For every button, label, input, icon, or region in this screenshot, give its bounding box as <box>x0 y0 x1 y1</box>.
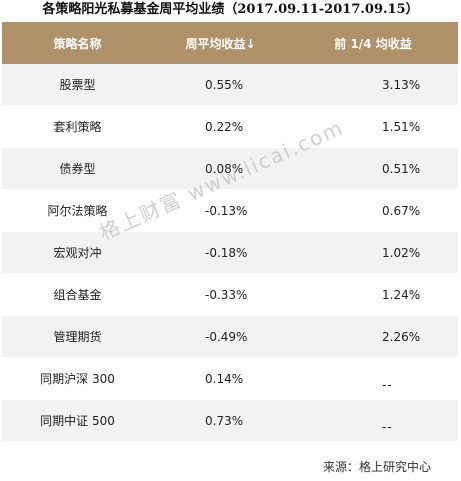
strategy-name: 宏观对冲 <box>2 231 153 274</box>
top-quartile-avg: 1.51% <box>288 105 458 148</box>
table-row: 股票型 0.55% 3.13% <box>2 64 458 106</box>
strategy-name: 股票型 <box>2 64 153 106</box>
weekly-avg: -0.49% <box>153 315 288 358</box>
strategy-name: 组合基金 <box>2 273 153 316</box>
top-quartile-avg: 1.24% <box>288 273 458 316</box>
strategy-name: 套利策略 <box>2 105 153 148</box>
header-strategy: 策略名称 <box>2 22 153 64</box>
weekly-avg: 0.73% <box>153 399 288 442</box>
strategy-name: 债券型 <box>2 147 153 190</box>
top-quartile-avg: -- <box>288 357 458 400</box>
top-quartile-avg: 0.67% <box>288 189 458 232</box>
strategy-name: 同期中证 500 <box>2 399 153 442</box>
table-row: 同期沪深 300 0.14% -- <box>2 357 458 400</box>
header-weekly-avg[interactable]: 周平均收益↓ <box>153 22 288 64</box>
strategy-name: 同期沪深 300 <box>2 357 153 400</box>
source-note: 来源：格上研究中心 <box>322 460 431 474</box>
top-quartile-avg: -- <box>288 399 458 442</box>
weekly-avg: 0.08% <box>153 147 288 190</box>
weekly-avg: -0.13% <box>153 189 288 232</box>
table-row: 管理期货 -0.49% 2.26% <box>2 315 458 358</box>
table-row: 同期中证 500 0.73% -- <box>2 399 458 442</box>
table-row: 债券型 0.08% 0.51% <box>2 147 458 190</box>
performance-table: 策略名称 周平均收益↓ 前 1/4 均收益 股票型 0.55% 3.13% 套利… <box>2 22 458 442</box>
weekly-avg: 0.22% <box>153 105 288 148</box>
weekly-avg: 0.55% <box>153 64 288 106</box>
weekly-avg: -0.33% <box>153 273 288 316</box>
table-row: 套利策略 0.22% 1.51% <box>2 105 458 148</box>
header-top-quartile: 前 1/4 均收益 <box>288 22 458 64</box>
top-quartile-avg: 0.51% <box>288 147 458 190</box>
top-quartile-avg: 2.26% <box>288 315 458 358</box>
strategy-name: 阿尔法策略 <box>2 189 153 232</box>
weekly-avg: -0.18% <box>153 231 288 274</box>
table-row: 阿尔法策略 -0.13% 0.67% <box>2 189 458 232</box>
no-data-dash: -- <box>382 377 393 392</box>
top-quartile-avg: 3.13% <box>288 64 458 106</box>
table-row: 宏观对冲 -0.18% 1.02% <box>2 231 458 274</box>
no-data-dash: -- <box>382 419 393 434</box>
strategy-name: 管理期货 <box>2 315 153 358</box>
top-quartile-avg: 1.02% <box>288 231 458 274</box>
weekly-avg: 0.14% <box>153 357 288 400</box>
table-header-row: 策略名称 周平均收益↓ 前 1/4 均收益 <box>2 22 458 64</box>
table-title: 各策略阳光私募基金周平均业绩（2017.09.11-2017.09.15） <box>42 2 419 17</box>
table-row: 组合基金 -0.33% 1.24% <box>2 273 458 316</box>
